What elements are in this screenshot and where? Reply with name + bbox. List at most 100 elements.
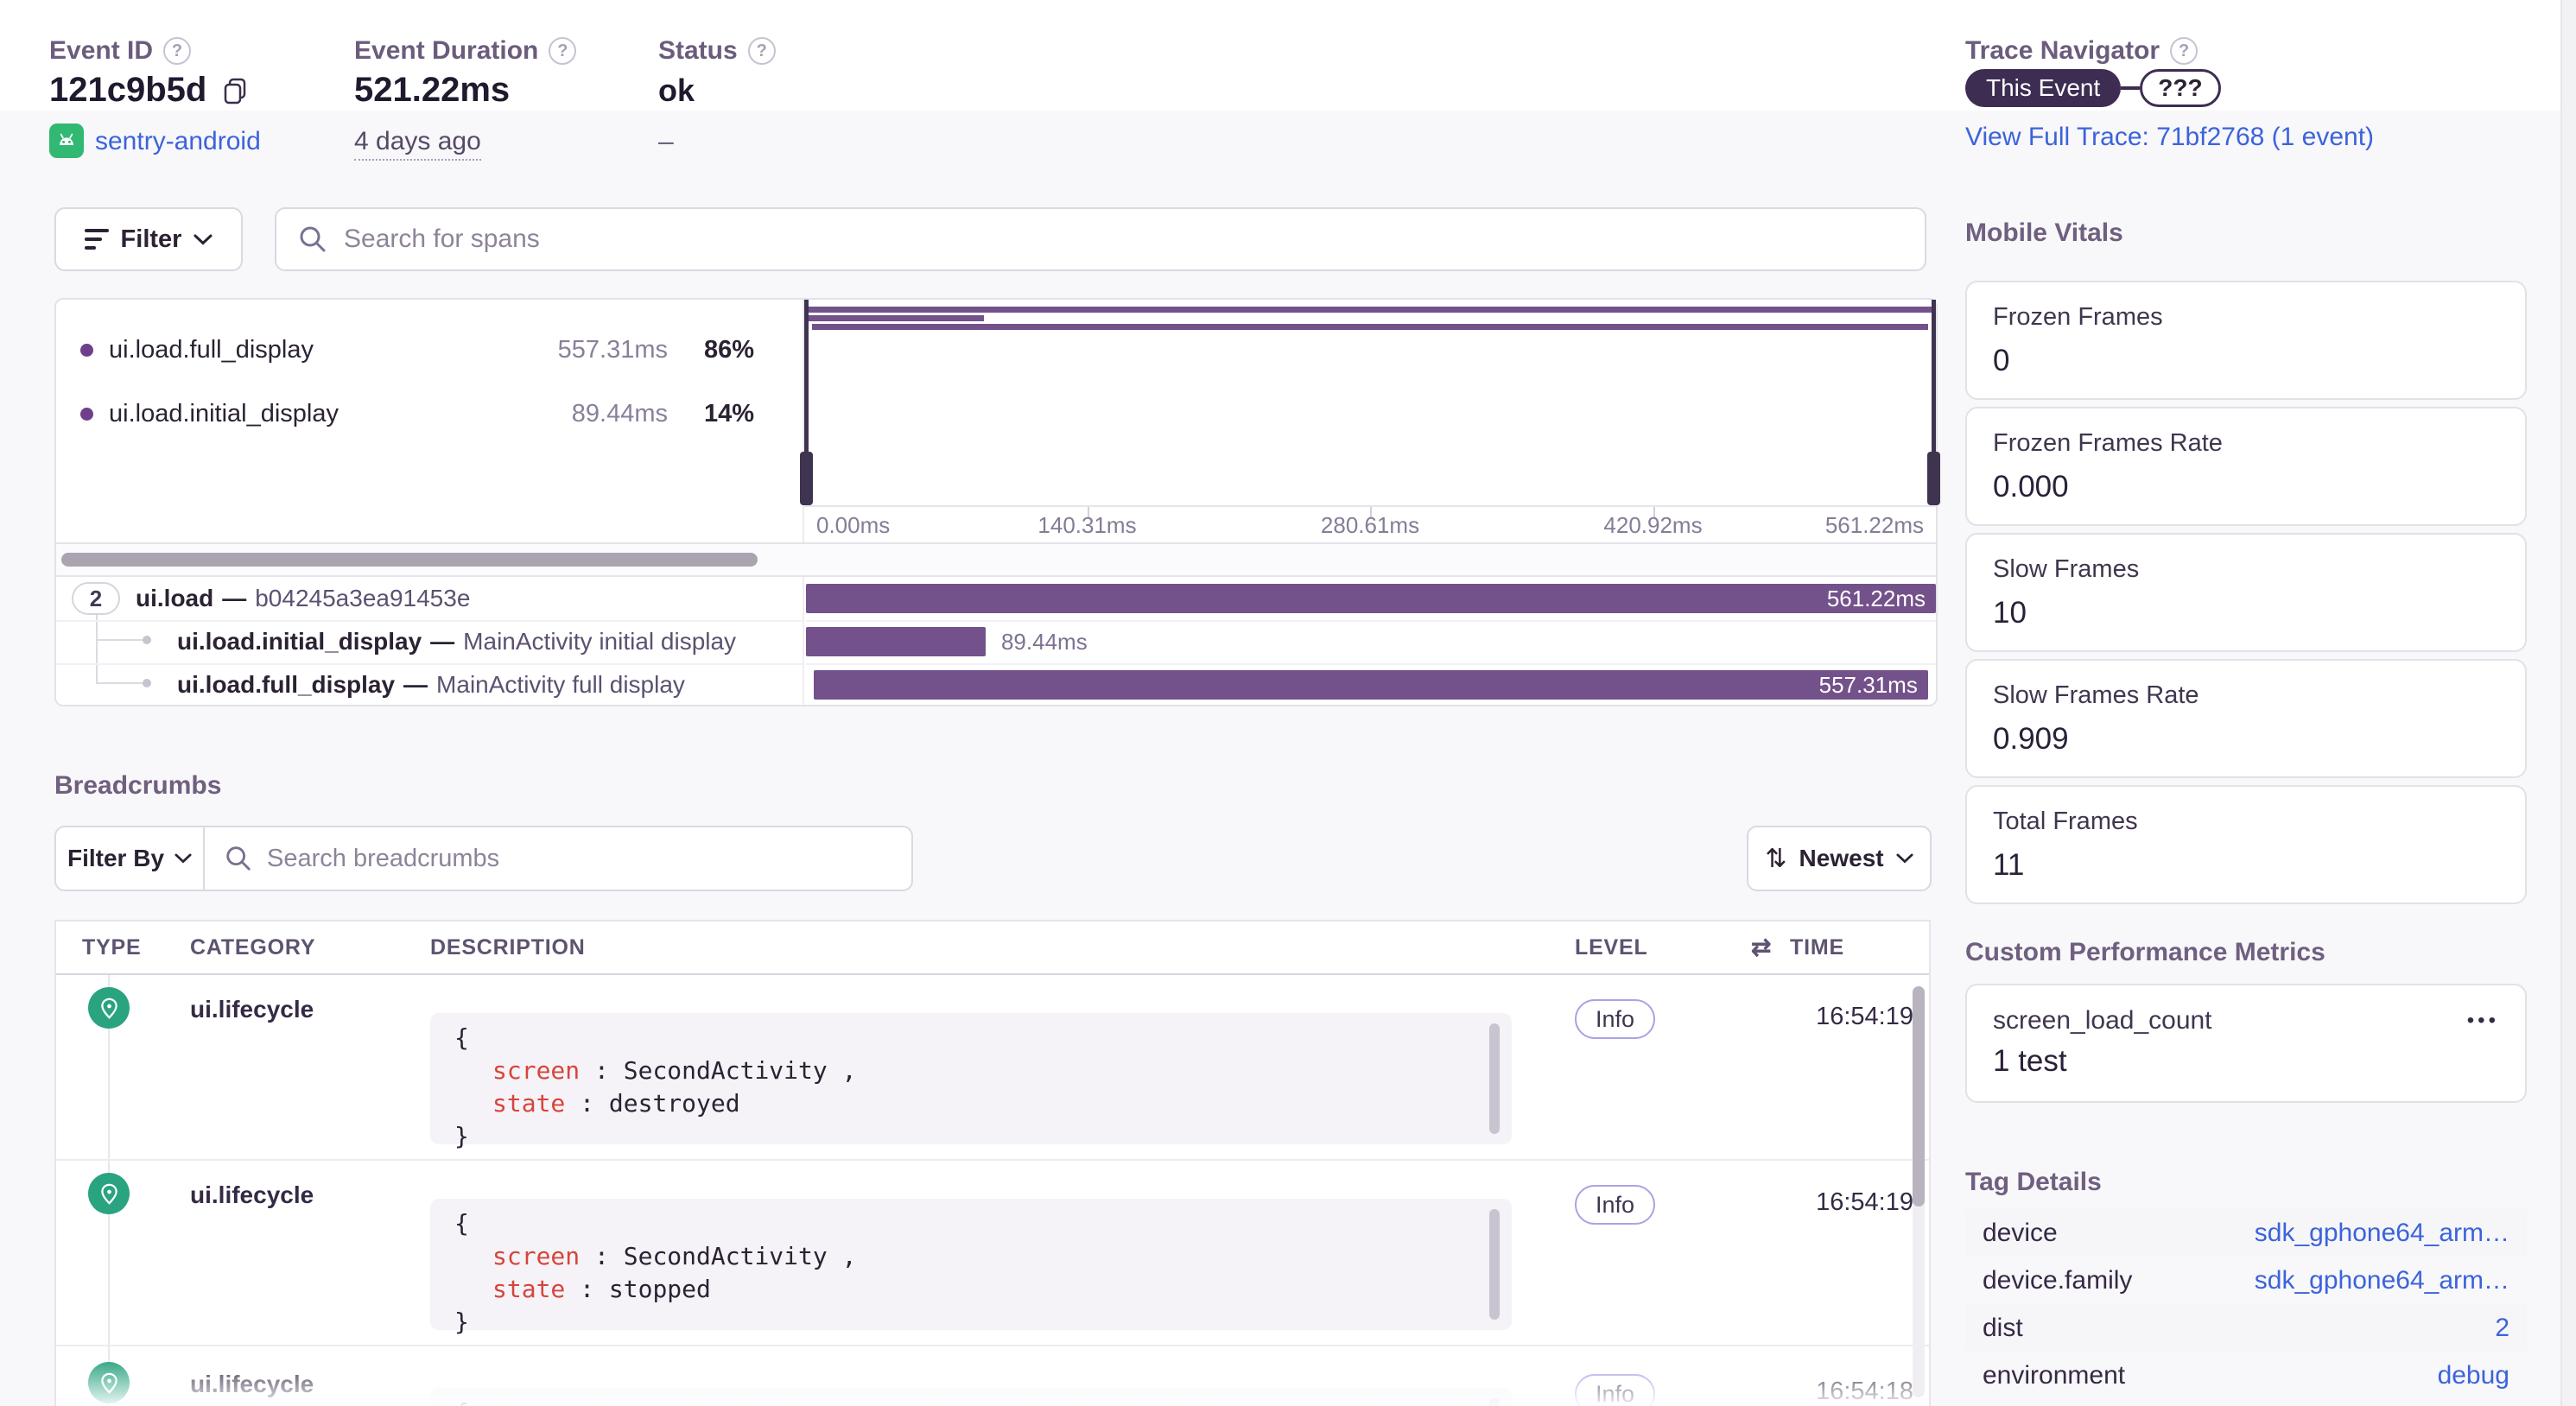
event-age[interactable]: 4 days ago: [354, 127, 481, 161]
span-search[interactable]: [275, 207, 1926, 271]
span-separator: —: [222, 585, 247, 611]
span-separator: —: [403, 671, 428, 698]
breadcrumbs-table: TYPE CATEGORY DESCRIPTION LEVEL ⇄ TIME u…: [54, 920, 1931, 1406]
vital-label: Slow Frames: [1993, 555, 2140, 583]
breadcrumbs-search-input[interactable]: [267, 844, 911, 873]
legend-duration: 557.31ms: [557, 335, 668, 364]
this-event-pill[interactable]: This Event: [1965, 69, 2122, 107]
level-badge: Info: [1575, 999, 1656, 1039]
lifecycle-pin-icon: [88, 1173, 130, 1214]
status-sub: –: [658, 125, 674, 156]
span-minimap[interactable]: 0.00ms 140.31ms 280.61ms 420.92ms 561.22…: [800, 300, 1940, 542]
vital-card: Total Frames 11: [1965, 785, 2527, 904]
breadcrumbs-filter-button[interactable]: Filter By: [56, 827, 205, 890]
code-scrollbar-thumb[interactable]: [1489, 1023, 1500, 1134]
tag-value-link[interactable]: sdk_gphone64_arm…: [2254, 1265, 2509, 1295]
metric-name: screen_load_count: [1993, 1006, 2212, 1035]
tag-key: dist: [1983, 1313, 2023, 1342]
minimap-right-handle[interactable]: [1927, 300, 1940, 505]
view-full-trace-link[interactable]: View Full Trace: 71bf2768 (1 event): [1965, 123, 2375, 151]
level-badge: Info: [1575, 1185, 1656, 1225]
col-time[interactable]: TIME: [1790, 935, 1844, 960]
filter-button[interactable]: Filter: [54, 207, 243, 271]
mobile-vitals-title: Mobile Vitals: [1965, 218, 2123, 247]
tree-node-dot: [143, 636, 151, 644]
android-icon: [49, 124, 84, 158]
span-bars: 561.22ms 89.44ms 557.31ms: [806, 577, 1936, 705]
project-link[interactable]: sentry-android: [95, 127, 261, 155]
span-description: MainActivity initial display: [463, 628, 737, 655]
trace-navigator-label: Trace Navigator: [1965, 36, 2160, 65]
span-row-label[interactable]: ui.load — b04245a3ea91453e: [136, 577, 470, 620]
tag-value-link[interactable]: debug: [2437, 1360, 2509, 1390]
breadcrumb-row[interactable]: ui.lifecycle { screen : SecondActivity ,…: [56, 1161, 1929, 1346]
col-type: TYPE: [82, 935, 142, 960]
span-duration: 557.31ms: [1818, 671, 1918, 698]
span-description: MainActivity full display: [436, 671, 685, 698]
event-duration-group: Event Duration ?: [354, 36, 577, 66]
help-icon[interactable]: ?: [2170, 37, 2198, 65]
tag-value-link[interactable]: 2: [2495, 1313, 2509, 1342]
bottom-fade: [56, 1358, 1929, 1406]
tag-value-link[interactable]: sdk_gphone64_arm…: [2254, 1218, 2509, 1247]
hscrollbar-thumb[interactable]: [61, 553, 758, 567]
breadcrumb-json[interactable]: { screen : SecondActivity , state : stop…: [430, 1199, 1512, 1336]
custom-metrics-title: Custom Performance Metrics: [1965, 938, 2325, 966]
vital-label: Frozen Frames: [1993, 303, 2163, 331]
axis-label: 0.00ms: [816, 512, 891, 538]
minimap-left-handle[interactable]: [800, 300, 813, 505]
col-level: LEVEL: [1575, 935, 1648, 960]
breadcrumb-json[interactable]: { screen : SecondActivity , state : dest…: [430, 1013, 1512, 1150]
help-icon[interactable]: ?: [747, 37, 776, 65]
span-name: ui.load.initial_display: [177, 628, 422, 655]
search-icon: [300, 226, 326, 252]
span-row-label[interactable]: ui.load.full_display — MainActivity full…: [177, 663, 685, 706]
span-duration: 89.44ms: [1000, 629, 1088, 655]
breadcrumbs-title: Breadcrumbs: [54, 771, 222, 800]
code-scrollbar-thumb[interactable]: [1489, 1209, 1500, 1320]
unknown-trace-pill[interactable]: ???: [2140, 69, 2221, 107]
axis-label: 140.31ms: [1037, 512, 1137, 538]
span-bar-initial-display[interactable]: [806, 627, 986, 656]
legend-item[interactable]: ui.load.full_display 557.31ms 86%: [80, 331, 754, 369]
vital-label: Total Frames: [1993, 808, 2138, 835]
legend-percent: 14%: [703, 399, 754, 428]
breadcrumb-category: ui.lifecycle: [190, 996, 314, 1023]
lifecycle-pin-icon: [88, 987, 130, 1029]
span-bar-ui-load[interactable]: 561.22ms: [806, 584, 1936, 613]
copy-icon[interactable]: [220, 76, 250, 105]
breadcrumbs-search[interactable]: [205, 827, 911, 890]
table-scrollbar-thumb[interactable]: [1913, 986, 1925, 1206]
legend-item[interactable]: ui.load.initial_display 89.44ms 14%: [80, 395, 754, 433]
breadcrumbs-sort-button[interactable]: ⇅ Newest: [1747, 826, 1932, 891]
vital-card: Frozen Frames 0: [1965, 281, 2527, 400]
span-tree: 2 ui.load — b04245a3ea91453e ui.load.ini…: [56, 577, 1936, 705]
span-bar-full-display[interactable]: 557.31ms: [814, 670, 1928, 700]
span-search-input[interactable]: [344, 225, 1925, 254]
chevron-down-icon: [1896, 853, 1913, 864]
minimap-bar-ui-load: [804, 307, 1936, 313]
filter-by-label: Filter By: [67, 845, 165, 871]
tag-key: device: [1983, 1218, 2058, 1247]
axis-label: 280.61ms: [1320, 512, 1420, 538]
breadcrumb-category: ui.lifecycle: [190, 1181, 314, 1208]
event-id-group: Event ID ?: [49, 36, 192, 66]
waterfall-hscrollbar[interactable]: [56, 542, 1936, 577]
span-name: ui.load.full_display: [177, 671, 396, 698]
span-row-label[interactable]: ui.load.initial_display — MainActivity i…: [177, 620, 736, 663]
tag-row: device sdk_gphone64_arm…: [1965, 1209, 2527, 1257]
event-id-value: 121c9b5d: [49, 71, 207, 109]
help-icon[interactable]: ?: [163, 37, 192, 65]
span-children-count-badge[interactable]: 2: [72, 582, 120, 615]
filter-icon: [84, 229, 109, 250]
breadcrumb-row[interactable]: ui.lifecycle { screen : SecondActivity ,…: [56, 975, 1929, 1161]
window-scrollbar[interactable]: [2560, 0, 2576, 1406]
time-sort-icon[interactable]: ⇄: [1751, 934, 1772, 960]
span-description: b04245a3ea91453e: [255, 585, 471, 611]
custom-metric-card: screen_load_count ••• 1 test: [1965, 984, 2527, 1103]
event-duration-value: 521.22ms: [354, 71, 511, 109]
pill-connector: [2121, 86, 2141, 90]
vital-value: 10: [1993, 596, 2027, 630]
overflow-menu-icon[interactable]: •••: [2466, 1009, 2499, 1032]
help-icon[interactable]: ?: [549, 37, 577, 65]
